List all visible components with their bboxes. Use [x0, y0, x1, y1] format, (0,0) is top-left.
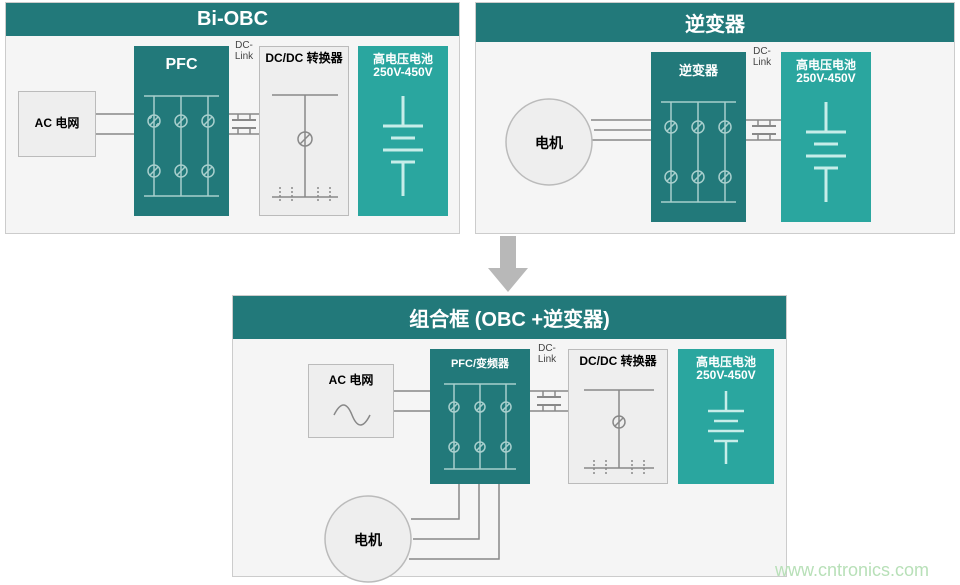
combo-dcdc-label: DC/DC 转换器: [569, 354, 667, 368]
ac-grid-label: AC 电网: [19, 114, 95, 131]
arrow-down-icon: [488, 236, 528, 292]
combo-ac-grid-label: AC 电网: [309, 371, 393, 388]
dcdc-block: DC/DC 转换器: [259, 46, 349, 216]
combo-dcdc-block: DC/DC 转换器: [568, 349, 668, 484]
combo-title: 组合框 (OBC +逆变器): [233, 296, 786, 339]
combo-dcdc-icon: [569, 350, 669, 485]
combo-battery-block: 高电压电池 250V-450V: [678, 349, 774, 484]
inverter-battery-label2: 250V-450V: [781, 71, 871, 85]
motor-block: 电机: [504, 97, 594, 187]
inverter-dclink-label: DC-Link: [746, 46, 778, 68]
biobc-body: DC-Link AC 电网 PFC DC/DC 转换器: [6, 36, 459, 234]
biobc-title: Bi-OBC: [6, 3, 459, 36]
inverter-body: DC-Link 电机 逆变器: [476, 42, 954, 240]
combo-dclink-label: DC-Link: [531, 343, 563, 365]
biobc-panel: Bi-OBC DC-Link AC 电网 PFC: [5, 2, 460, 234]
combo-ac-grid-block: AC 电网: [308, 364, 394, 438]
inverter-panel: 逆变器 DC-Link 电机 逆变器: [475, 2, 955, 234]
inverter-title: 逆变器: [476, 3, 954, 42]
combo-motor-label: 电机: [323, 530, 413, 550]
ac-grid-block: AC 电网: [18, 91, 96, 157]
pfc-block: PFC: [134, 46, 229, 216]
combo-panel: 组合框 (OBC +逆变器) DC-Link AC 电网: [232, 295, 787, 577]
watermark: www.cntronics.com: [775, 560, 929, 581]
biobc-dclink-label: DC-Link: [228, 40, 260, 62]
inv-block: 逆变器: [651, 52, 746, 222]
dcdc-icon: [260, 47, 350, 217]
combo-motor-block: 电机: [323, 494, 413, 584]
pfc-label: PFC: [134, 56, 229, 74]
battery-block: 高电压电池 250V-450V: [358, 46, 448, 216]
inverter-battery-block: 高电压电池 250V-450V: [781, 52, 871, 222]
battery-label2: 250V-450V: [358, 65, 448, 79]
combo-body: DC-Link AC 电网 PFC/变频器: [233, 339, 786, 579]
inv-label: 逆变器: [651, 60, 746, 79]
combo-pfc-inv-block: PFC/变频器: [430, 349, 530, 484]
dcdc-label: DC/DC 转换器: [260, 51, 348, 65]
motor-label: 电机: [504, 133, 594, 153]
combo-pfc-inv-label: PFC/变频器: [430, 355, 530, 371]
combo-battery-label2: 250V-450V: [678, 368, 774, 382]
